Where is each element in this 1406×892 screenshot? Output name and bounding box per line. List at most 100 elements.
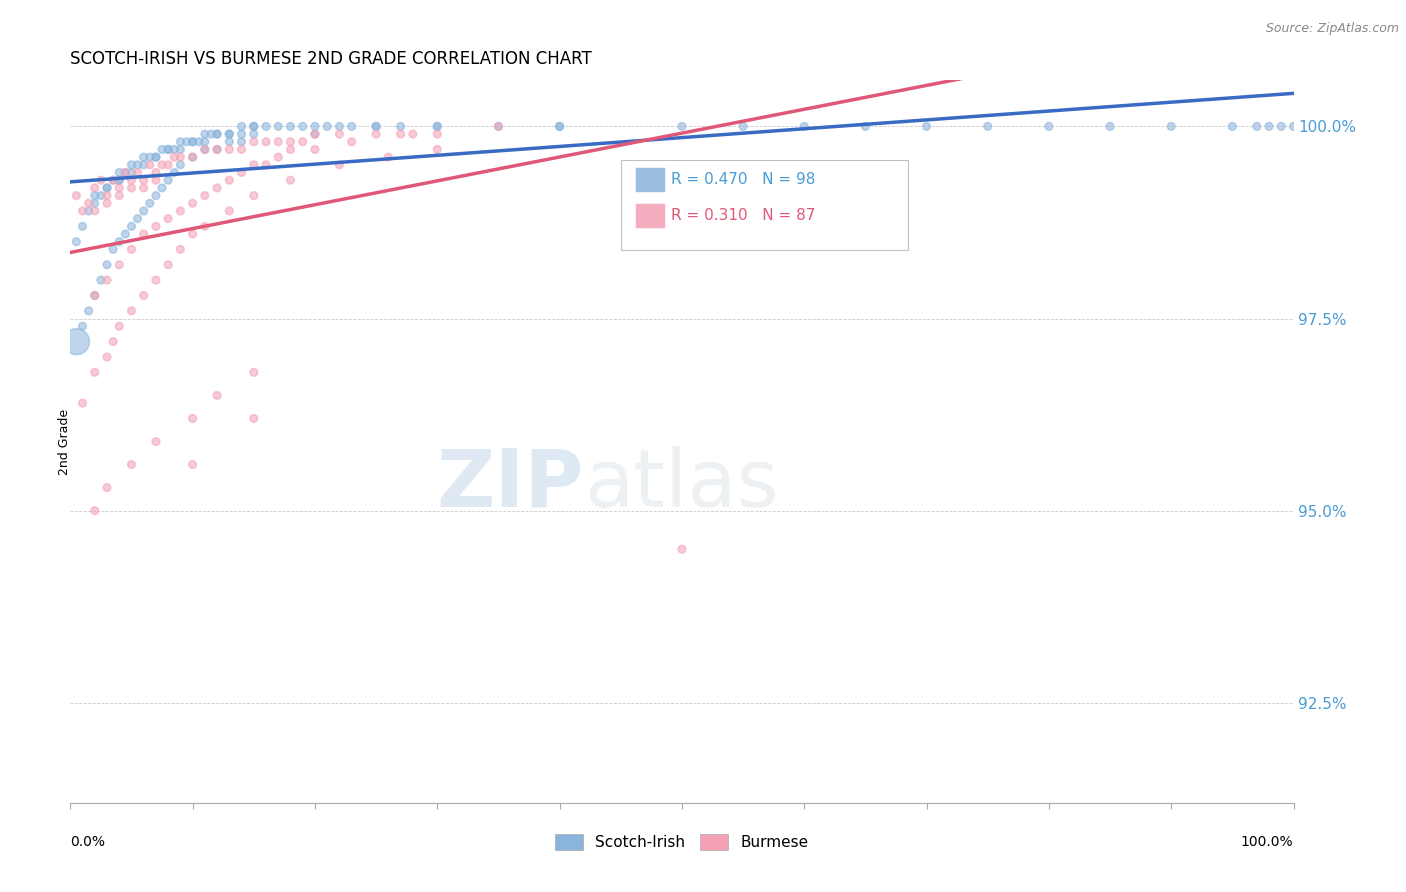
Text: 100.0%: 100.0% (1241, 835, 1294, 849)
Point (340, 135, 363, 149)
Point (96, 350, 118, 364)
Point (157, 173, 180, 187)
Point (90, 188, 112, 202)
Point (366, 127, 388, 141)
Point (280, 173, 302, 187)
Point (181, 227, 204, 241)
Point (121, 219, 143, 234)
Point (243, 120, 266, 134)
Point (127, 165, 149, 179)
Point (243, 120, 266, 134)
Point (108, 165, 131, 179)
Point (121, 181, 143, 195)
Point (83, 188, 105, 202)
Point (83, 365, 105, 379)
Point (254, 158, 277, 172)
Point (139, 196, 162, 211)
Point (194, 127, 217, 141)
Text: R = 0.310   N = 87: R = 0.310 N = 87 (671, 208, 815, 223)
Point (194, 135, 217, 149)
Text: SCOTCH-IRISH VS BURMESE 2ND GRADE CORRELATION CHART: SCOTCH-IRISH VS BURMESE 2ND GRADE CORREL… (70, 50, 592, 68)
Point (145, 273, 167, 287)
Point (114, 165, 136, 179)
FancyBboxPatch shape (636, 203, 665, 227)
Point (108, 181, 131, 195)
Point (163, 143, 186, 157)
Point (157, 143, 180, 157)
Point (243, 365, 266, 379)
Point (72, 219, 94, 234)
Text: 0.0%: 0.0% (70, 835, 105, 849)
Point (181, 135, 204, 149)
Point (340, 120, 363, 134)
Point (1160, 120, 1182, 134)
Point (194, 143, 217, 157)
Point (733, 120, 755, 134)
Text: Source: ZipAtlas.com: Source: ZipAtlas.com (1265, 22, 1399, 36)
Point (65, 188, 87, 202)
Text: R = 0.470   N = 98: R = 0.470 N = 98 (671, 172, 815, 186)
Point (328, 120, 350, 134)
Point (254, 135, 277, 149)
Point (150, 158, 173, 172)
Point (145, 434, 167, 449)
Point (139, 158, 162, 172)
Point (157, 211, 180, 226)
Point (267, 120, 290, 134)
Point (121, 165, 143, 179)
Point (1258, 120, 1281, 134)
Point (72, 203, 94, 218)
Point (176, 135, 198, 149)
Point (267, 135, 290, 149)
Point (243, 188, 266, 202)
Point (121, 158, 143, 172)
Point (127, 211, 149, 226)
Point (132, 158, 155, 172)
Point (108, 235, 131, 249)
Point (671, 120, 693, 134)
Point (145, 165, 167, 179)
Point (77, 203, 100, 218)
Point (83, 196, 105, 211)
Point (1220, 120, 1243, 134)
Point (145, 150, 167, 164)
Point (96, 188, 118, 202)
Point (132, 288, 155, 302)
Point (83, 504, 105, 518)
Point (389, 120, 412, 134)
Point (254, 120, 277, 134)
Point (218, 203, 240, 218)
Point (181, 458, 204, 472)
Point (96, 181, 118, 195)
Point (304, 120, 326, 134)
Point (114, 165, 136, 179)
Point (1246, 120, 1268, 134)
Point (291, 135, 314, 149)
Point (96, 481, 118, 495)
Point (194, 143, 217, 157)
Point (169, 158, 191, 172)
Point (139, 150, 162, 164)
Point (855, 120, 877, 134)
Point (1282, 120, 1305, 134)
Point (83, 288, 105, 302)
Point (96, 181, 118, 195)
Point (548, 120, 571, 134)
Point (101, 243, 124, 257)
Point (121, 458, 143, 472)
Point (426, 143, 449, 157)
Point (169, 150, 191, 164)
Point (280, 143, 302, 157)
Point (65, 235, 87, 249)
Point (426, 127, 449, 141)
Point (72, 396, 94, 410)
Point (187, 135, 209, 149)
FancyBboxPatch shape (621, 160, 908, 250)
Point (132, 227, 155, 241)
Point (205, 143, 228, 157)
Point (121, 304, 143, 318)
Y-axis label: 2nd Grade: 2nd Grade (58, 409, 72, 475)
Point (218, 127, 240, 141)
Point (145, 173, 167, 187)
Point (304, 127, 326, 141)
